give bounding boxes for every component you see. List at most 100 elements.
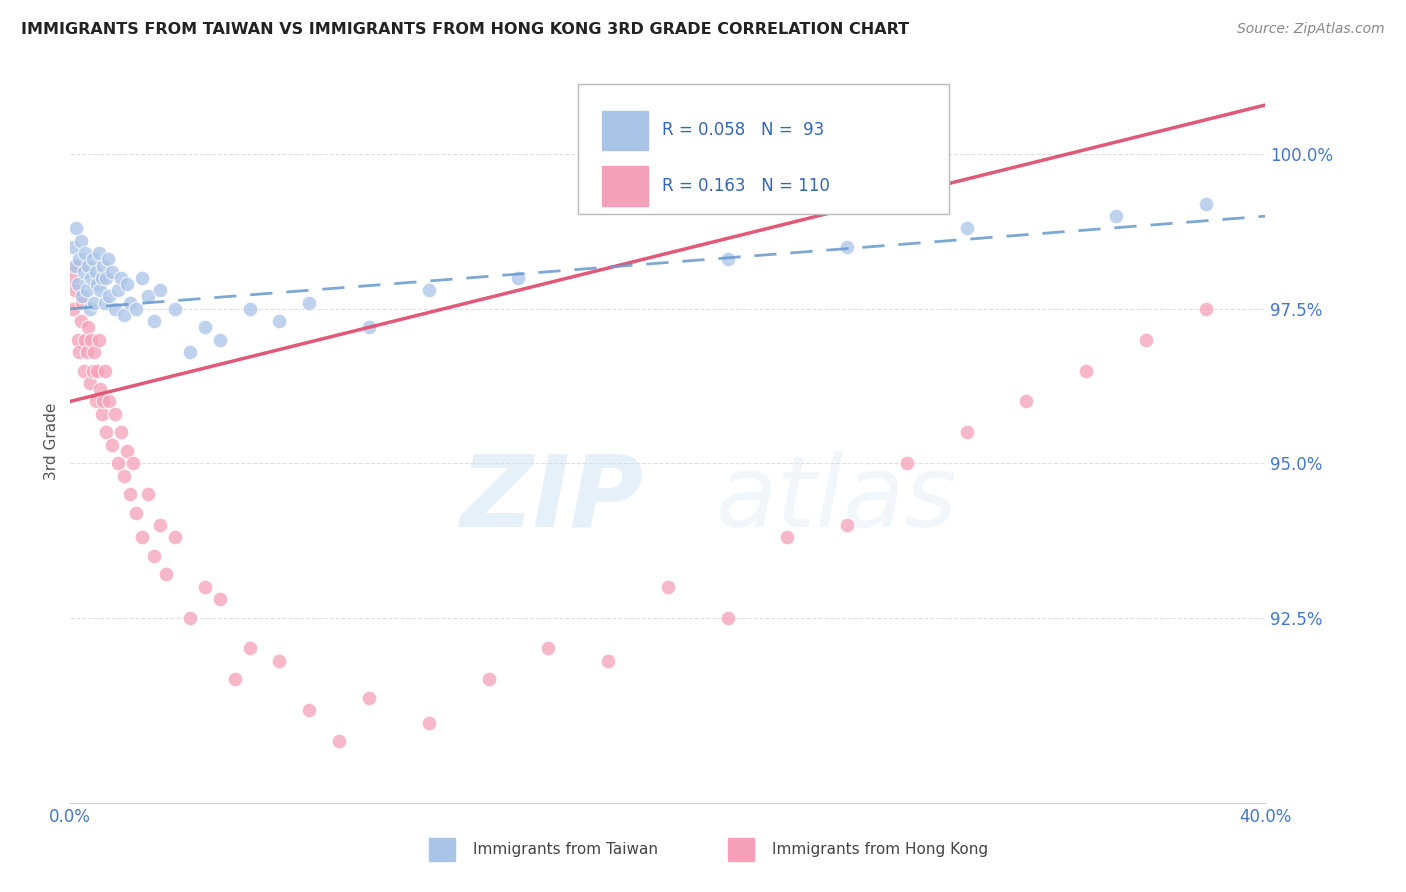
- Point: [478, 673, 501, 687]
- Point: [179, 345, 201, 359]
- Point: [1195, 196, 1218, 211]
- Point: [96, 425, 117, 440]
- Point: [66, 277, 89, 291]
- Point: [62, 301, 84, 316]
- Point: [155, 567, 177, 582]
- Point: [598, 196, 620, 211]
- Point: [101, 265, 124, 279]
- Point: [122, 456, 145, 470]
- Point: [956, 221, 979, 235]
- Text: Immigrants from Hong Kong: Immigrants from Hong Kong: [772, 842, 988, 857]
- Point: [115, 277, 138, 291]
- Point: [120, 295, 141, 310]
- Point: [76, 283, 98, 297]
- Point: [418, 715, 440, 730]
- Point: [66, 333, 89, 347]
- Point: [120, 487, 141, 501]
- Point: [75, 246, 97, 260]
- Point: [77, 259, 100, 273]
- Point: [125, 506, 148, 520]
- Text: atlas: atlas: [716, 450, 957, 548]
- Point: [76, 345, 98, 359]
- Point: [143, 549, 166, 563]
- Point: [77, 320, 100, 334]
- Point: [60, 271, 83, 285]
- Point: [208, 333, 231, 347]
- Point: [89, 283, 111, 297]
- FancyBboxPatch shape: [578, 84, 949, 214]
- Point: [269, 654, 291, 668]
- Point: [112, 468, 135, 483]
- Point: [63, 259, 86, 273]
- Point: [86, 363, 108, 377]
- Point: [359, 320, 381, 334]
- Point: [537, 641, 560, 656]
- Point: [131, 271, 153, 285]
- Point: [96, 271, 117, 285]
- Point: [1015, 394, 1038, 409]
- Point: [1195, 301, 1218, 316]
- Point: [163, 530, 186, 544]
- Point: [143, 314, 166, 328]
- Point: [98, 289, 121, 303]
- Point: [82, 252, 104, 267]
- Point: [717, 610, 740, 624]
- Point: [69, 314, 91, 328]
- Point: [136, 289, 159, 303]
- Text: R = 0.163   N = 110: R = 0.163 N = 110: [662, 177, 830, 194]
- Point: [70, 289, 93, 303]
- Point: [70, 295, 93, 310]
- Point: [84, 265, 107, 279]
- Point: [97, 252, 120, 267]
- Point: [298, 703, 321, 717]
- Text: Source: ZipAtlas.com: Source: ZipAtlas.com: [1237, 22, 1385, 37]
- Point: [208, 592, 231, 607]
- Bar: [429, 838, 456, 862]
- Point: [101, 437, 124, 451]
- Point: [75, 333, 97, 347]
- Point: [956, 425, 979, 440]
- Point: [67, 252, 90, 267]
- Point: [776, 530, 799, 544]
- Point: [1076, 363, 1098, 377]
- Point: [359, 690, 381, 705]
- Point: [598, 654, 620, 668]
- Point: [149, 283, 172, 297]
- Point: [837, 517, 859, 532]
- Point: [79, 376, 101, 390]
- Point: [107, 283, 129, 297]
- Point: [1135, 333, 1157, 347]
- Point: [107, 456, 129, 470]
- Y-axis label: 3rd Grade: 3rd Grade: [44, 403, 59, 480]
- Point: [82, 363, 104, 377]
- Point: [79, 301, 101, 316]
- Text: IMMIGRANTS FROM TAIWAN VS IMMIGRANTS FROM HONG KONG 3RD GRADE CORRELATION CHART: IMMIGRANTS FROM TAIWAN VS IMMIGRANTS FRO…: [21, 22, 910, 37]
- Point: [136, 487, 159, 501]
- Point: [418, 283, 440, 297]
- Bar: [728, 838, 754, 862]
- Point: [328, 734, 350, 748]
- Point: [269, 314, 291, 328]
- Point: [131, 530, 153, 544]
- Point: [239, 641, 262, 656]
- Point: [83, 345, 105, 359]
- Point: [657, 580, 679, 594]
- Point: [93, 363, 115, 377]
- Point: [67, 345, 90, 359]
- Point: [91, 394, 114, 409]
- Point: [125, 301, 148, 316]
- Point: [163, 301, 186, 316]
- Point: [87, 246, 110, 260]
- Point: [91, 259, 114, 273]
- Point: [93, 295, 115, 310]
- Point: [63, 283, 86, 297]
- Bar: [602, 166, 648, 206]
- Point: [194, 320, 217, 334]
- Point: [110, 425, 132, 440]
- Point: [194, 580, 217, 594]
- Point: [896, 456, 918, 470]
- Point: [717, 252, 740, 267]
- Point: [80, 333, 103, 347]
- Point: [298, 295, 321, 310]
- Point: [149, 517, 172, 532]
